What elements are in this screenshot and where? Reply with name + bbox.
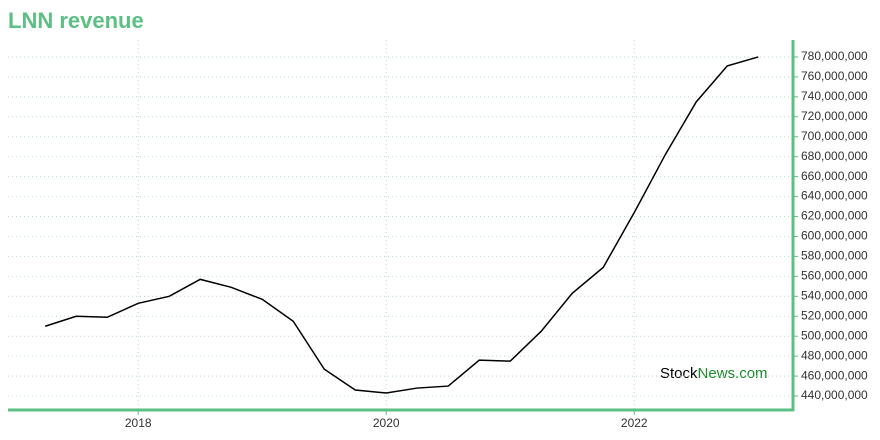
y-tick-label: 740,000,000 — [801, 89, 868, 103]
y-tick-label: 720,000,000 — [801, 109, 868, 123]
x-tick-label: 2020 — [373, 416, 400, 430]
y-tick-label: 460,000,000 — [801, 368, 868, 382]
y-tick-label: 520,000,000 — [801, 308, 868, 322]
chart-title: LNN revenue — [8, 8, 144, 33]
y-tick-label: 580,000,000 — [801, 249, 868, 263]
y-tick-label: 700,000,000 — [801, 129, 868, 143]
y-tick-label: 640,000,000 — [801, 189, 868, 203]
y-tick-label: 440,000,000 — [801, 388, 868, 402]
y-tick-label: 620,000,000 — [801, 209, 868, 223]
y-tick-label: 480,000,000 — [801, 348, 868, 362]
line — [44, 56, 759, 394]
y-tick-label: 680,000,000 — [801, 149, 868, 163]
y-tick-label: 540,000,000 — [801, 288, 868, 302]
y-tick-label: 600,000,000 — [801, 229, 868, 243]
y-tick-label: 560,000,000 — [801, 269, 868, 283]
x-tick-label: 2018 — [125, 416, 152, 430]
x-tick-label: 2022 — [621, 416, 648, 430]
y-tick-label: 500,000,000 — [801, 328, 868, 342]
y-tick-label: 780,000,000 — [801, 49, 868, 63]
y-tick-label: 760,000,000 — [801, 69, 868, 83]
y-tick-label: 660,000,000 — [801, 169, 868, 183]
watermark-stock: Stock — [660, 365, 698, 382]
watermark-news: News.com — [698, 365, 768, 382]
watermark: StockNews.com — [660, 365, 768, 382]
